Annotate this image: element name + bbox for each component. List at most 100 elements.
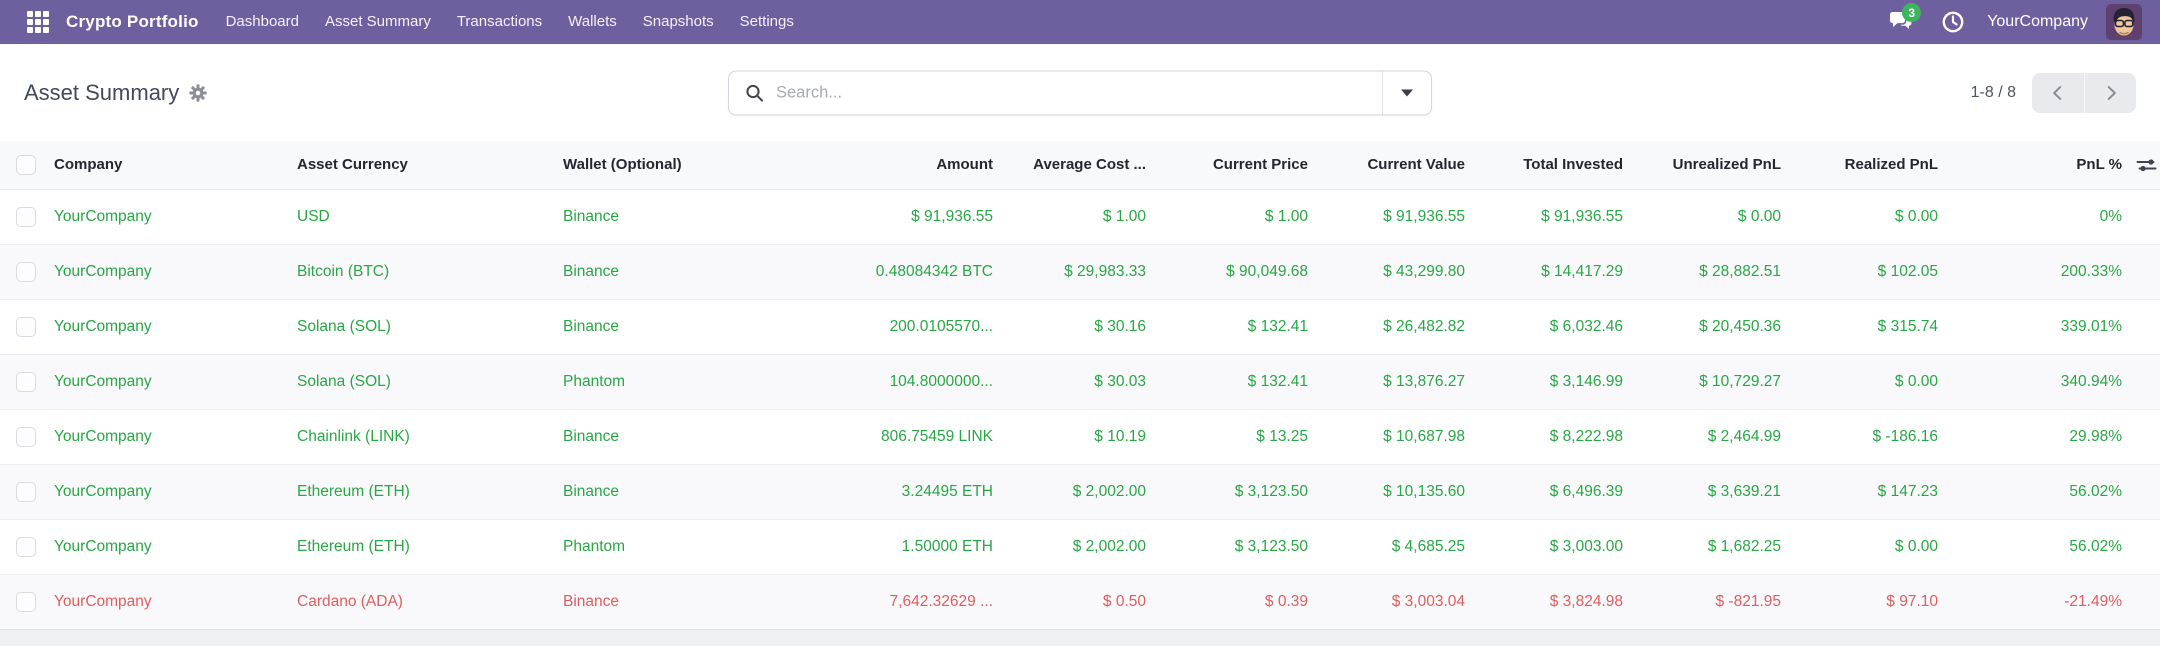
cell-pnl-pct: 339.01% xyxy=(1952,298,2136,354)
row-checkbox[interactable] xyxy=(16,316,36,337)
messages-count-badge: 3 xyxy=(1902,3,1922,22)
cell-spacer xyxy=(2136,518,2160,574)
col-header-average-cost[interactable]: Average Cost ... xyxy=(1007,141,1160,190)
cell-wallet: Binance xyxy=(563,408,845,464)
col-header-amount[interactable]: Amount xyxy=(845,141,1007,190)
select-all-checkbox[interactable] xyxy=(16,154,36,175)
cell-spacer xyxy=(2136,353,2160,409)
row-checkbox[interactable] xyxy=(16,371,36,392)
cell-current-value: $ 43,299.80 xyxy=(1322,243,1479,299)
cell-wallet: Phantom xyxy=(563,353,845,409)
menu-item-settings[interactable]: Settings xyxy=(739,13,794,30)
main-menu: Dashboard Asset Summary Transactions Wal… xyxy=(213,0,807,44)
cell-unrealized-pnl: $ 0.00 xyxy=(1637,188,1795,244)
cell-company: YourCompany xyxy=(54,243,297,299)
cell-spacer xyxy=(2136,408,2160,464)
col-header-realized-pnl[interactable]: Realized PnL xyxy=(1795,141,1952,190)
cell-current-value: $ 4,685.25 xyxy=(1322,518,1479,574)
cell-realized-pnl: $ 0.00 xyxy=(1795,518,1952,574)
cell-realized-pnl: $ 0.00 xyxy=(1795,353,1952,409)
row-checkbox-cell xyxy=(0,188,54,244)
col-header-wallet[interactable]: Wallet (Optional) xyxy=(563,141,845,190)
cell-average-cost: $ 30.03 xyxy=(1007,353,1160,409)
search-input[interactable] xyxy=(776,83,1382,102)
cell-spacer xyxy=(2136,188,2160,244)
cell-realized-pnl: $ 97.10 xyxy=(1795,573,1952,629)
select-all-cell xyxy=(0,141,54,190)
col-header-company[interactable]: Company xyxy=(54,141,297,190)
row-checkbox[interactable] xyxy=(16,481,36,502)
menu-item-asset-summary[interactable]: Asset Summary xyxy=(324,13,431,30)
cell-current-price: $ 132.41 xyxy=(1160,353,1322,409)
cell-average-cost: $ 29,983.33 xyxy=(1007,243,1160,299)
apps-menu-icon[interactable] xyxy=(18,0,58,44)
col-header-total-invested[interactable]: Total Invested xyxy=(1479,141,1637,190)
menu-item-transactions[interactable]: Transactions xyxy=(456,13,543,30)
row-checkbox[interactable] xyxy=(16,591,36,612)
row-checkbox[interactable] xyxy=(16,536,36,557)
col-header-asset-currency[interactable]: Asset Currency xyxy=(297,141,563,190)
cell-unrealized-pnl: $ 3,639.21 xyxy=(1637,463,1795,519)
table-row[interactable]: YourCompany Solana (SOL) Phantom 104.800… xyxy=(0,353,2160,409)
page-title: Asset Summary xyxy=(24,79,180,105)
pager-range: 1-8 / 8 xyxy=(1970,83,2016,101)
cell-total-invested: $ 8,222.98 xyxy=(1479,408,1637,464)
table-row[interactable]: YourCompany Solana (SOL) Binance 200.010… xyxy=(0,298,2160,354)
table-row[interactable]: YourCompany USD Binance $ 91,936.55 $ 1.… xyxy=(0,188,2160,244)
cell-asset-currency: Chainlink (LINK) xyxy=(297,408,563,464)
chevron-right-icon xyxy=(2107,85,2116,100)
col-header-pnl-pct[interactable]: PnL % xyxy=(1952,141,2136,190)
cell-total-invested: $ 6,496.39 xyxy=(1479,463,1637,519)
cell-asset-currency: Ethereum (ETH) xyxy=(297,518,563,574)
row-checkbox-cell xyxy=(0,518,54,574)
cell-average-cost: $ 1.00 xyxy=(1007,188,1160,244)
menu-item-snapshots[interactable]: Snapshots xyxy=(642,13,714,30)
table-row[interactable]: YourCompany Ethereum (ETH) Binance 3.244… xyxy=(0,463,2160,519)
cell-wallet: Binance xyxy=(563,188,845,244)
cell-unrealized-pnl: $ 2,464.99 xyxy=(1637,408,1795,464)
optional-columns-toggle[interactable] xyxy=(2136,156,2160,174)
col-header-unrealized-pnl[interactable]: Unrealized PnL xyxy=(1637,141,1795,190)
cell-current-value: $ 26,482.82 xyxy=(1322,298,1479,354)
cell-current-value: $ 91,936.55 xyxy=(1322,188,1479,244)
cell-company: YourCompany xyxy=(54,408,297,464)
cell-asset-currency: Cardano (ADA) xyxy=(297,573,563,629)
cell-amount: 7,642.32629 ... xyxy=(845,573,1007,629)
search-divider xyxy=(1382,71,1383,114)
app-name[interactable]: Crypto Portfolio xyxy=(66,12,199,31)
col-header-current-price[interactable]: Current Price xyxy=(1160,141,1322,190)
row-checkbox[interactable] xyxy=(16,206,36,227)
cell-average-cost: $ 30.16 xyxy=(1007,298,1160,354)
caret-down-icon xyxy=(1401,89,1413,96)
messages-button[interactable]: 3 xyxy=(1879,0,1923,44)
cell-amount: 1.50000 ETH xyxy=(845,518,1007,574)
cell-pnl-pct: -21.49% xyxy=(1952,573,2136,629)
table-row[interactable]: YourCompany Chainlink (LINK) Binance 806… xyxy=(0,408,2160,464)
search-options-toggle[interactable] xyxy=(1383,71,1431,114)
menu-item-wallets[interactable]: Wallets xyxy=(568,13,617,30)
row-checkbox-cell xyxy=(0,243,54,299)
cell-current-price: $ 0.39 xyxy=(1160,573,1322,629)
cell-unrealized-pnl: $ 1,682.25 xyxy=(1637,518,1795,574)
row-checkbox-cell xyxy=(0,408,54,464)
pager-next-button[interactable] xyxy=(2084,72,2136,113)
activity-button[interactable] xyxy=(1931,0,1975,44)
menu-item-dashboard[interactable]: Dashboard xyxy=(225,13,299,30)
cell-pnl-pct: 0% xyxy=(1952,188,2136,244)
pager-previous-button[interactable] xyxy=(2032,73,2084,113)
cell-wallet: Binance xyxy=(563,298,845,354)
cell-unrealized-pnl: $ 28,882.51 xyxy=(1637,243,1795,299)
cog-menu-button[interactable] xyxy=(189,83,207,102)
row-checkbox[interactable] xyxy=(16,426,36,447)
col-header-current-value[interactable]: Current Value xyxy=(1322,141,1479,190)
optional-columns-cell xyxy=(2136,141,2160,190)
cell-total-invested: $ 14,417.29 xyxy=(1479,243,1637,299)
table-row[interactable]: YourCompany Ethereum (ETH) Phantom 1.500… xyxy=(0,518,2160,574)
avatar[interactable] xyxy=(2106,4,2142,40)
table-row[interactable]: YourCompany Cardano (ADA) Binance 7,642.… xyxy=(0,573,2160,629)
table-row[interactable]: YourCompany Bitcoin (BTC) Binance 0.4808… xyxy=(0,243,2160,299)
row-checkbox[interactable] xyxy=(16,261,36,282)
cell-amount: 104.8000000... xyxy=(845,353,1007,409)
cell-amount: 806.75459 LINK xyxy=(845,408,1007,464)
user-menu[interactable]: YourCompany xyxy=(1987,13,2088,30)
